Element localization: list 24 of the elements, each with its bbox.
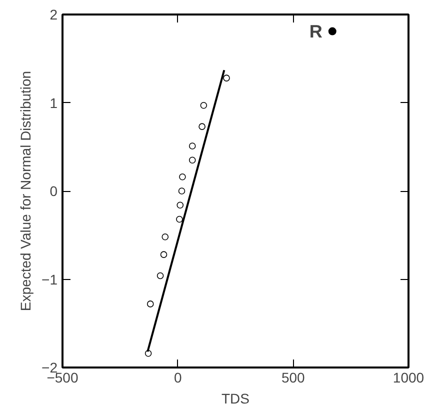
y-tick-label: 2: [50, 6, 58, 22]
y-tick-label: −1: [42, 271, 58, 288]
point: [144, 350, 152, 357]
point: [179, 173, 186, 180]
point: [176, 216, 183, 223]
point: [176, 202, 184, 209]
x-tick-label: 0: [174, 370, 182, 386]
x-tick-label: 500: [281, 370, 306, 386]
y-tick-label: 1: [50, 94, 58, 111]
point: [188, 156, 196, 164]
point: [162, 233, 169, 240]
point: [146, 300, 154, 308]
point: [223, 74, 230, 82]
y-tick-label: 0: [50, 183, 58, 199]
point: [200, 102, 208, 109]
point: [198, 123, 206, 130]
annotation: R: [309, 21, 322, 42]
x-tick-label: 1000: [392, 370, 424, 386]
point: [156, 272, 164, 280]
point: [178, 188, 186, 194]
y-axis-title: Expected Value for Normal Distribution: [18, 70, 34, 312]
x-axis-title: TDS: [222, 390, 250, 406]
point: [160, 251, 168, 258]
point: [188, 142, 196, 150]
